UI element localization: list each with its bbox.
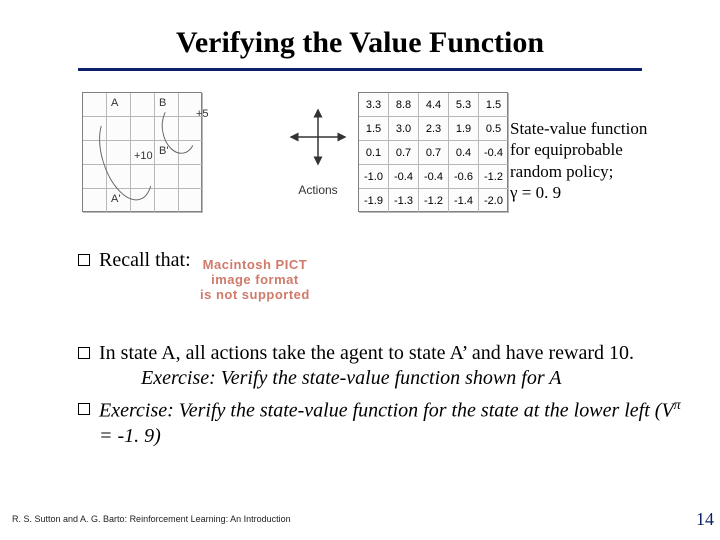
value-cell: 0.4 [449, 141, 479, 165]
gridworld-label-B: B [159, 97, 166, 109]
bullet-list: Recall that: In state A, all actions tak… [78, 248, 682, 455]
annotation-line2: for equiprobable [510, 140, 623, 159]
value-cell: -2.0 [479, 189, 509, 213]
bullet-state-a: In state A, all actions take the agent t… [78, 341, 682, 391]
value-cell: -0.4 [419, 165, 449, 189]
exercise-text-a: Verify the state-value function shown fo… [221, 367, 562, 389]
value-cell: -1.9 [359, 189, 389, 213]
exercise-label: Exercise: [141, 367, 221, 389]
annotation-gamma-prefix: γ = [510, 183, 536, 202]
actions-compass-icon [283, 102, 353, 172]
gridworld-cell [155, 189, 179, 213]
pict-line1: Macintosh PICT [203, 257, 308, 272]
value-cell: 0.1 [359, 141, 389, 165]
bullet-box-icon [78, 254, 90, 266]
page-number: 14 [696, 509, 714, 530]
spacer-for-pict [78, 279, 682, 341]
value-cell: 1.5 [359, 117, 389, 141]
gridworld-label-Aprime: A' [111, 193, 120, 205]
slide: Verifying the Value Function ABA'B' +10 … [0, 0, 720, 540]
annotation-line3: random policy; [510, 162, 613, 181]
value-cell: 1.9 [449, 117, 479, 141]
gridworld-cell [83, 189, 107, 213]
bullet-state-a-line: In state A, all actions take the agent t… [99, 342, 634, 364]
exercise-text-b-part1: Verify the state-value function for the … [179, 400, 674, 422]
bullet-box-icon [78, 403, 90, 415]
gridworld-cell [155, 165, 179, 189]
value-cell: 3.0 [389, 117, 419, 141]
exercise-text-b-part2: = -1. 9) [99, 425, 161, 447]
bullet-exercise-text: Exercise: Verify the state-value functio… [99, 397, 682, 449]
gridworld-label-A: A [111, 97, 118, 109]
citation-text: R. S. Sutton and A. G. Barto: Reinforcem… [12, 514, 291, 524]
value-cell: 1.5 [479, 93, 509, 117]
bullet-exercise-lowerleft: Exercise: Verify the state-value functio… [78, 397, 682, 449]
value-cell: -1.3 [389, 189, 419, 213]
bullet-state-a-exercise: Exercise: Verify the state-value functio… [141, 367, 561, 389]
page-title: Verifying the Value Function [0, 26, 720, 60]
bullet-recall: Recall that: [78, 248, 682, 273]
gridworld-cell [83, 93, 107, 117]
gridworld-cell [83, 165, 107, 189]
value-cell: 5.3 [449, 93, 479, 117]
title-underline [78, 68, 642, 71]
bullet-state-a-text: In state A, all actions take the agent t… [99, 341, 682, 391]
value-cell: -1.0 [359, 165, 389, 189]
value-cell: 2.3 [419, 117, 449, 141]
value-cell: -1.2 [419, 189, 449, 213]
gridworld-cell [131, 93, 155, 117]
reward-label-b: +5 [196, 108, 209, 120]
value-grid: 3.38.84.45.31.51.53.02.31.90.50.10.70.70… [358, 92, 508, 212]
pict-placeholder: Macintosh PICT image format is not suppo… [200, 258, 310, 303]
value-cell: -0.4 [479, 141, 509, 165]
value-cell: -0.4 [389, 165, 419, 189]
annotation-gamma-value: 0. 9 [536, 183, 562, 202]
value-cell: -1.4 [449, 189, 479, 213]
value-cell: 0.7 [389, 141, 419, 165]
value-cell: -1.2 [479, 165, 509, 189]
value-cell: 0.5 [479, 117, 509, 141]
annotation-text: State-value function for equiprobable ra… [510, 118, 690, 203]
gridworld-cell [179, 165, 203, 189]
superscript-pi: π [674, 398, 681, 413]
annotation-line1: State-value function [510, 119, 647, 138]
pict-line2: image format [211, 272, 299, 287]
gridworld-label-Bprime: B' [159, 145, 168, 157]
exercise-label-2: Exercise: [99, 400, 179, 422]
bullet-box-icon [78, 347, 90, 359]
reward-label-a: +10 [134, 150, 153, 162]
value-cell: 0.7 [419, 141, 449, 165]
value-cell: 8.8 [389, 93, 419, 117]
pict-line3: is not supported [200, 287, 310, 302]
value-cell: 4.4 [419, 93, 449, 117]
bullet-recall-text: Recall that: [99, 248, 682, 273]
value-cell: 3.3 [359, 93, 389, 117]
gridworld-cell [179, 189, 203, 213]
value-cell: -0.6 [449, 165, 479, 189]
